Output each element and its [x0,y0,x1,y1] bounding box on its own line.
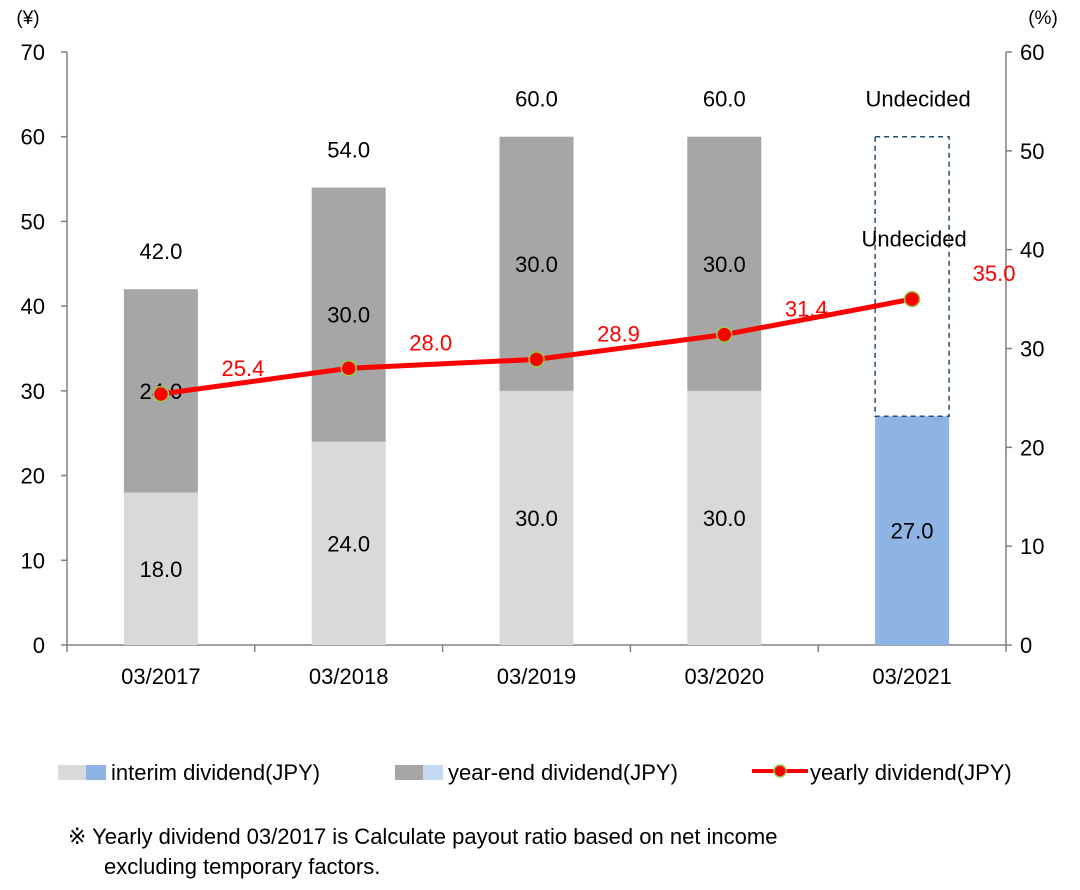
right-tick-label: 20 [1020,435,1044,460]
yearly-dividend-label: 35.0 [973,261,1016,286]
bar-year-end [311,187,386,442]
bar-label-year-end: 30.0 [327,303,370,328]
footnote-symbol: ※ [68,824,87,849]
yearly-dividend-point [152,385,170,403]
bar-interim [311,441,386,645]
left-tick-label: 50 [21,209,45,234]
right-tick-label: 0 [1020,633,1032,658]
footnote-line2: excluding temporary factors. [104,854,381,879]
legend: interim dividend(JPY) year-end dividend(… [58,760,1012,785]
footnote-line1: Yearly dividend 03/2017 is Calculate pay… [92,824,778,849]
bar-year-end [687,136,762,391]
left-tick-label: 40 [21,294,45,319]
right-axis-ticks: 0 10 20 30 40 50 60 [1006,40,1044,658]
right-tick-label: 60 [1020,40,1044,65]
right-tick-label: 10 [1020,534,1044,559]
legend-label-interim: interim dividend(JPY) [111,760,320,785]
yearly-dividend-label: 28.9 [597,321,640,346]
bar-label-total: 60.0 [703,87,746,112]
bar-year-end-undecided-outline [874,135,950,418]
bar-label-year-end: Undecided [862,226,967,251]
yearly-dividend-line: 25.4 28.0 28.9 31.4 35.0 [152,261,1016,403]
yearly-dividend-label: 25.4 [221,356,264,381]
bar-label-total: 42.0 [139,239,182,264]
legend-swatch-marker [773,764,787,778]
legend-swatch-year-end-forecast [423,765,443,780]
yearly-dividend-label: 28.0 [409,330,452,355]
x-axis-ticks: 03/2017 03/2018 03/2019 03/2020 03/2021 [66,645,1007,689]
x-tick-label: 03/2017 [121,664,201,689]
bar-year-end [499,136,574,391]
right-axis-unit: (%) [1028,8,1058,29]
left-tick-label: 0 [33,633,45,658]
bar-interim [687,390,762,645]
legend-label-line: yearly dividend(JPY) [810,760,1012,785]
left-tick-label: 20 [21,464,45,489]
bar-interim [123,492,198,645]
yearly-dividend-point [528,351,545,368]
left-tick-label: 30 [21,379,45,404]
x-tick-label: 03/2019 [497,664,577,689]
yearly-dividend-point [903,290,921,308]
legend-label-year-end: year-end dividend(JPY) [448,760,678,785]
bar-label-total: 60.0 [515,87,558,112]
bar-label-interim: 30.0 [515,506,558,531]
bar-labels: 18.024.042.024.030.054.030.030.060.030.0… [139,87,970,582]
left-tick-label: 10 [21,548,45,573]
right-tick-label: 50 [1020,139,1044,164]
dividend-chart: (¥) (%) 0 10 20 30 40 50 60 70 0 10 20 30 40 50 60 03… [16,8,1058,785]
bar-label-interim: 24.0 [327,531,370,556]
x-tick-label: 03/2018 [309,664,389,689]
bars [123,135,950,645]
bar-label-total: 54.0 [327,138,370,163]
left-axis-ticks: 0 10 20 30 40 50 60 70 [21,40,67,658]
bar-label-year-end: 30.0 [703,252,746,277]
left-tick-label: 70 [21,40,45,65]
bar-label-year-end: 30.0 [515,252,558,277]
left-axis-unit: (¥) [16,8,39,29]
x-tick-label: 03/2020 [685,664,765,689]
x-tick-label: 03/2021 [872,664,952,689]
yearly-dividend-point [340,360,357,377]
left-tick-label: 60 [21,125,45,150]
bar-label-interim: 18.0 [139,557,182,582]
right-tick-label: 40 [1020,238,1044,263]
bar-label-interim: 30.0 [703,506,746,531]
yearly-dividend-point [716,326,733,343]
legend-swatch-interim-forecast [86,765,106,780]
bar-interim [875,416,950,645]
footnote: ※ Yearly dividend 03/2017 is Calculate p… [68,822,968,882]
right-tick-label: 30 [1020,337,1044,362]
legend-swatch-interim [58,765,86,780]
bar-label-interim: 27.0 [891,519,934,544]
bar-interim [499,390,574,645]
bar-label-total: Undecided [866,87,971,112]
legend-swatch-year-end [395,765,423,780]
yearly-dividend-label: 31.4 [785,297,828,322]
